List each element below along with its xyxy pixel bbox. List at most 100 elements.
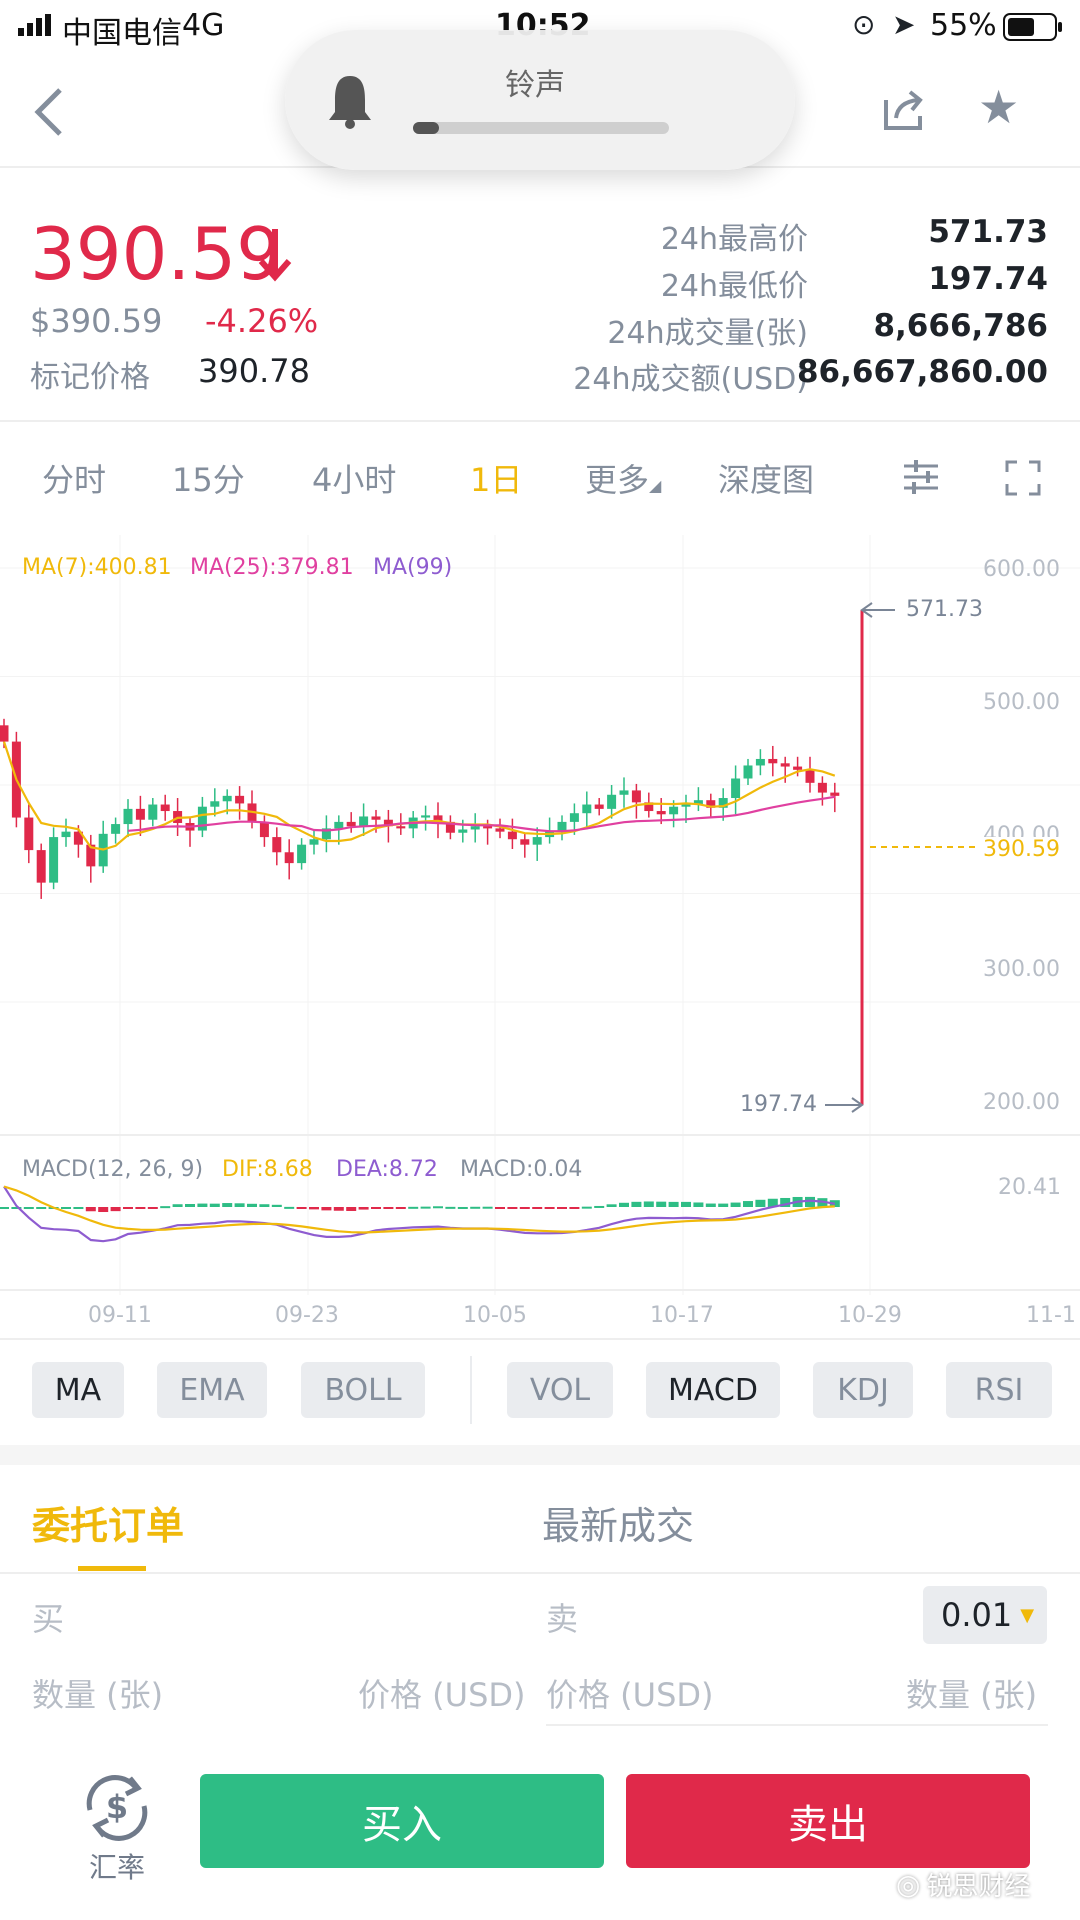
macd-bar (470, 1206, 481, 1209)
indicator-ma-button[interactable]: MA (32, 1362, 124, 1418)
candle-body (582, 804, 592, 814)
candle-body (346, 821, 356, 827)
stat-volume-label: 24h成交量(张) (607, 316, 808, 351)
stat-low-label: 24h最低价 (660, 269, 808, 304)
battery-percent: 55% (930, 8, 997, 43)
divider (0, 420, 1080, 422)
candle-body (693, 800, 703, 805)
macd-bar (457, 1206, 468, 1209)
candle-body (445, 821, 455, 833)
sell-side-label: 卖 (546, 1600, 579, 1638)
candle-body (557, 821, 567, 831)
candle-body (731, 778, 741, 799)
tab-timeframe-line[interactable]: 分时 (42, 461, 107, 499)
favorite-star-icon[interactable]: ★ (978, 80, 1020, 134)
macd-bar (606, 1204, 617, 1207)
tab-depth-chart[interactable]: 深度图 (718, 461, 815, 499)
indicator-boll-button[interactable]: BOLL (301, 1362, 425, 1418)
sell-button[interactable]: 卖出 (626, 1774, 1030, 1868)
section-gap (0, 1445, 1080, 1465)
candle-body (830, 792, 840, 796)
macd-bar (507, 1207, 518, 1209)
candle-body (210, 801, 220, 807)
macd-bar (197, 1203, 208, 1207)
wechat-icon: ◎ (896, 1868, 921, 1901)
macd-params: MACD(12, 26, 9) (22, 1157, 204, 1182)
back-icon[interactable] (30, 84, 70, 140)
tab-timeframe-more[interactable]: 更多◢ (585, 455, 661, 501)
indicator-vol-button[interactable]: VOL (507, 1362, 613, 1418)
divider (546, 1724, 1048, 1726)
y-tick: 500.00 (983, 690, 1060, 715)
candle-body (309, 839, 319, 845)
candle-body (569, 813, 579, 822)
stat-volume-value: 8,666,786 (873, 308, 1048, 344)
macd-bar (321, 1207, 332, 1211)
indicator-rsi-button[interactable]: RSI (946, 1362, 1052, 1418)
exchange-rate-button[interactable]: $ 汇率 (72, 1770, 162, 1884)
macd-bar (23, 1207, 34, 1209)
macd-bar (346, 1207, 357, 1211)
macd-bar (767, 1198, 778, 1207)
location-icon: ➤ (892, 8, 916, 41)
macd-bar (805, 1196, 815, 1207)
candle-body (148, 804, 158, 820)
macd-bar (557, 1207, 567, 1209)
macd-bar (780, 1197, 791, 1207)
macd-bar (681, 1201, 691, 1207)
stat-low-value: 197.74 (928, 261, 1048, 297)
ringer-volume-fill (413, 122, 439, 134)
macd-top-tick: 20.41 (998, 1175, 1061, 1200)
candle-body (458, 829, 468, 833)
mark-price: 390.78 (198, 352, 310, 390)
candle-body (123, 808, 133, 825)
candle-body (272, 837, 282, 853)
candle-body (681, 804, 691, 807)
candle-body (383, 819, 393, 827)
col-price-left: 价格 (USD) (358, 1676, 526, 1714)
indicator-kdj-button[interactable]: KDJ (813, 1362, 913, 1418)
bell-icon (329, 76, 371, 129)
tab-timeframe-4h[interactable]: 4小时 (312, 461, 397, 499)
settings-sliders-icon[interactable] (902, 458, 940, 496)
x-tick: 10-05 (463, 1303, 527, 1328)
candle-body (371, 816, 381, 820)
candle-body (111, 824, 121, 834)
indicator-macd-button[interactable]: MACD (646, 1362, 780, 1418)
kline-chart-svg[interactable] (0, 535, 1080, 1335)
y-tick: 300.00 (983, 957, 1060, 982)
x-tick: 09-11 (88, 1303, 152, 1328)
tab-latest-trades[interactable]: 最新成交 (542, 1504, 695, 1548)
candle-body (718, 798, 728, 808)
tab-order-book[interactable]: 委托订单 (32, 1504, 185, 1548)
kline-chart[interactable]: MA(7):400.81 MA(25):379.81 MA(99) 600.00… (0, 535, 1080, 1335)
tab-indicator (78, 1566, 146, 1571)
macd-bar (259, 1204, 270, 1207)
indicator-ema-button[interactable]: EMA (157, 1362, 267, 1418)
chart-grid (0, 535, 1080, 1295)
buy-button[interactable]: 买入 (200, 1774, 604, 1868)
fullscreen-icon[interactable] (1005, 460, 1041, 496)
tab-timeframe-1d[interactable]: 1日 (470, 461, 523, 499)
macd-bar (333, 1207, 344, 1211)
candle-body (669, 806, 679, 815)
macd-bar (85, 1207, 96, 1212)
candle-body (706, 800, 716, 808)
macd-bar (309, 1207, 319, 1210)
precision-select[interactable]: 0.01 ▼ (923, 1586, 1047, 1644)
carrier-label: 中国电信 (62, 16, 182, 51)
caret-icon: ◢ (649, 476, 662, 495)
candle-body (359, 816, 369, 827)
tab-timeframe-15m[interactable]: 15分 (172, 461, 245, 499)
macd-bar (395, 1207, 406, 1209)
candle-body (259, 821, 269, 838)
candle-body (73, 831, 83, 845)
low-arrow-icon (851, 1097, 864, 1113)
macd-bar (482, 1206, 493, 1209)
macd-histogram (0, 1196, 840, 1213)
col-price-right: 价格 (USD) (546, 1676, 714, 1714)
candle-body (805, 769, 815, 783)
share-icon[interactable] (880, 86, 928, 134)
macd-value: MACD:0.04 (460, 1157, 583, 1182)
lock-rotation-icon: ⊙ (852, 8, 876, 41)
